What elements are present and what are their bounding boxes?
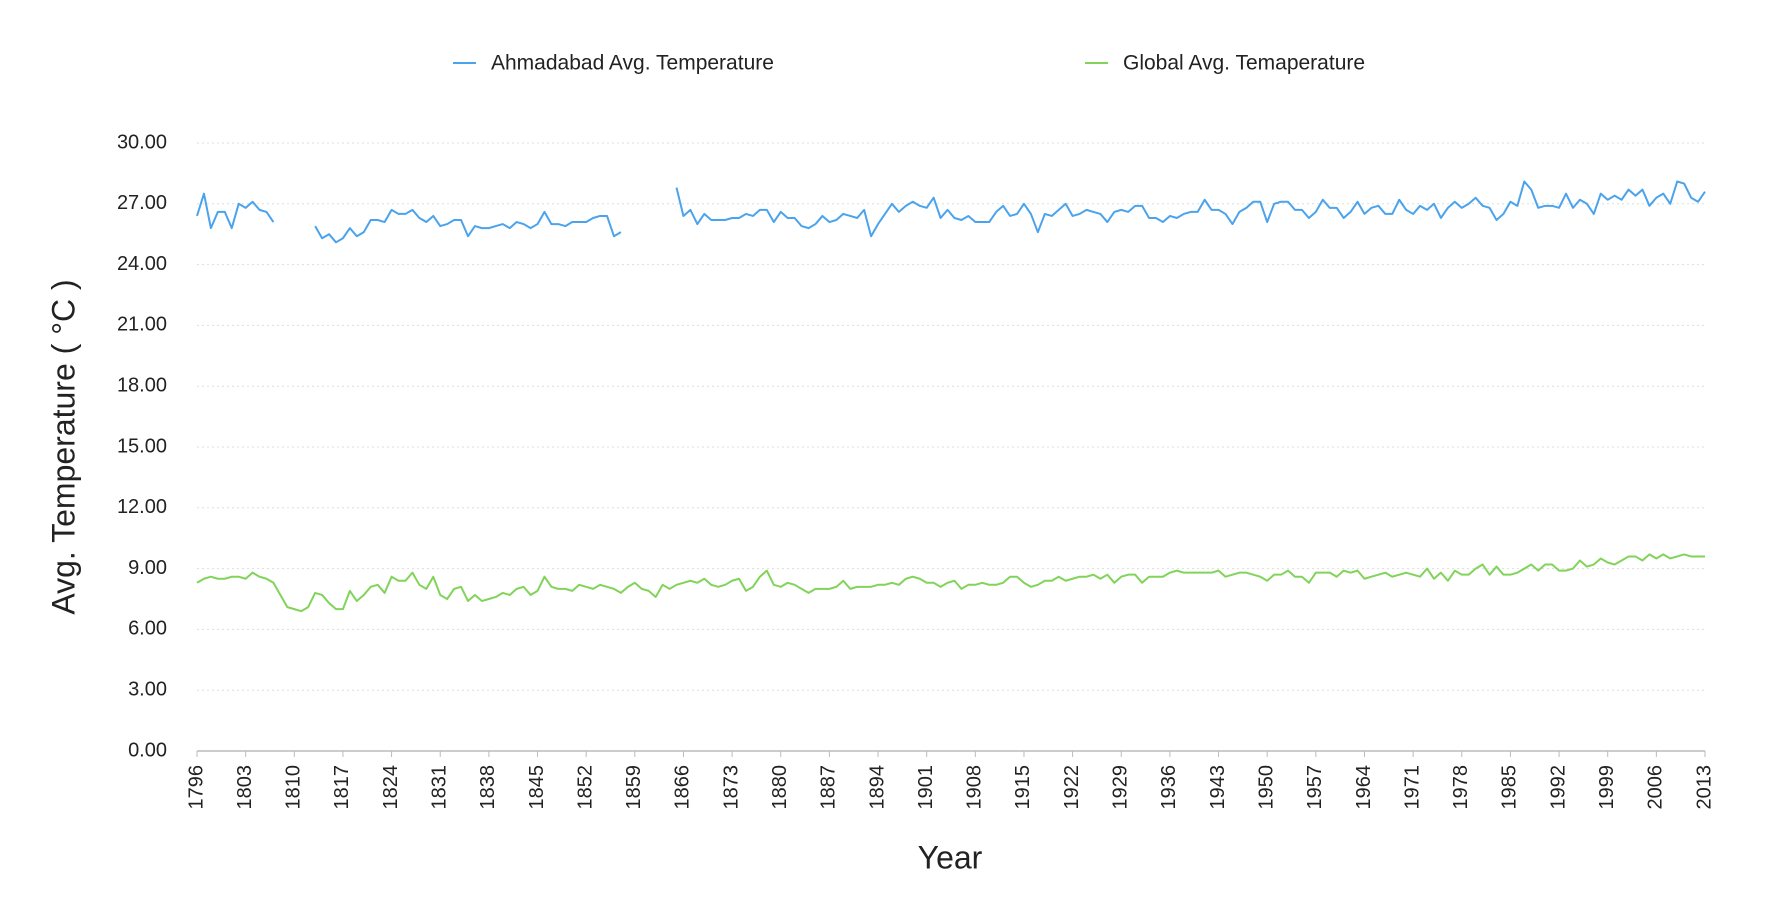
y-tick-label: 24.00: [117, 253, 167, 275]
y-tick-label: 21.00: [117, 314, 167, 336]
x-tick-label: 1929: [1110, 765, 1132, 810]
x-tick-label: 2006: [1645, 765, 1667, 810]
x-tick-label: 1922: [1061, 765, 1083, 810]
x-tick-label: 1901: [915, 765, 937, 810]
x-tick-label: 1810: [283, 765, 305, 810]
x-tick-label: 1824: [380, 765, 402, 810]
x-tick-label: 1978: [1450, 765, 1472, 810]
legend-label: Global Avg. Temaperature: [1123, 52, 1365, 75]
y-tick-label: 27.00: [117, 192, 167, 214]
x-tick-label: 1796: [185, 765, 207, 810]
x-tick-label: 1985: [1499, 765, 1521, 810]
x-tick-label: 1866: [672, 765, 694, 810]
x-tick-label: 1817: [331, 765, 353, 810]
x-tick-label: 1957: [1304, 765, 1326, 810]
x-tick-label: 1859: [623, 765, 645, 810]
x-tick-label: 1943: [1207, 765, 1229, 810]
y-tick-label: 3.00: [128, 678, 167, 700]
y-tick-label: 18.00: [117, 374, 167, 396]
data-line: [196, 553, 1705, 613]
x-tick-label: 1999: [1596, 765, 1618, 810]
x-tick-label: 1992: [1547, 765, 1569, 810]
x-tick-label: 1894: [866, 765, 888, 810]
x-tick-label: 1887: [818, 765, 840, 810]
x-tick-label: 1964: [1353, 765, 1375, 810]
y-tick-label: 0.00: [128, 739, 167, 761]
data-line: [196, 180, 1706, 244]
x-tick-label: 2013: [1693, 765, 1715, 810]
x-tick-label: 1838: [477, 765, 499, 810]
y-tick-label: 30.00: [117, 131, 167, 153]
x-tick-label: 1873: [720, 765, 742, 810]
y-tick-label: 9.00: [128, 557, 167, 579]
y-tick-label: 12.00: [117, 496, 167, 518]
x-tick-label: 1880: [769, 765, 791, 810]
y-axis-title: Avg. Temperature ( °C ): [45, 279, 81, 614]
x-tick-label: 1971: [1401, 765, 1423, 810]
x-axis-title: Year: [918, 839, 983, 875]
x-tick-label: 1936: [1158, 765, 1180, 810]
y-tick-label: 15.00: [117, 435, 167, 457]
x-tick-label: 1845: [526, 765, 548, 810]
legend-label: Ahmadabad Avg. Temperature: [491, 52, 774, 75]
x-tick-label: 1831: [429, 765, 451, 810]
x-tick-label: 1803: [234, 765, 256, 810]
x-tick-label: 1950: [1255, 765, 1277, 810]
x-tick-label: 1915: [1012, 765, 1034, 810]
y-tick-label: 6.00: [128, 618, 167, 640]
x-tick-label: 1908: [964, 765, 986, 810]
x-tick-label: 1852: [574, 765, 596, 810]
